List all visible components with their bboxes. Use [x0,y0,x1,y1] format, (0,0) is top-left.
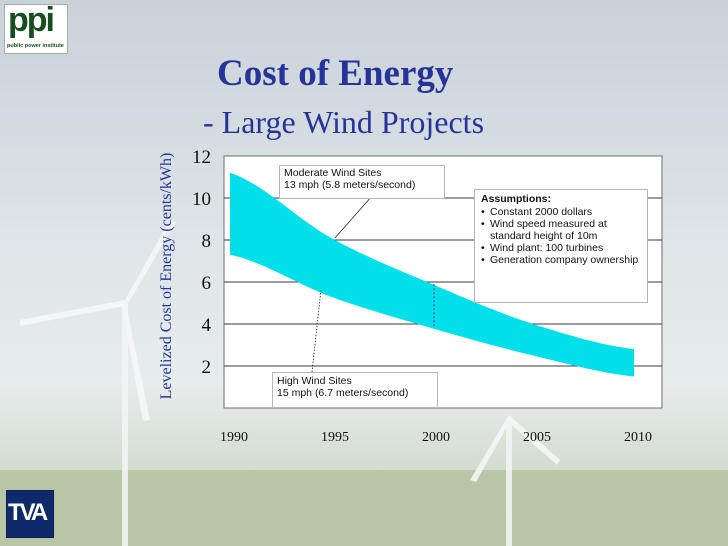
x-tick-label: 2005 [523,430,551,445]
x-tick-label: 2000 [422,430,450,445]
assumption-item: Wind plant: 100 turbines [481,242,641,254]
y-tick-label: 12 [192,147,211,168]
ppi-logo-mark: ppi [8,1,55,39]
turbine-left [20,220,176,546]
tva-logo: TVA [6,490,54,538]
y-tick-label: 8 [202,231,212,252]
y-tick-label: 10 [192,189,211,210]
assumption-item: Constant 2000 dollars [481,206,641,218]
high-sites-title: High Wind Sites [277,375,352,387]
slide-title: Cost of Energy [217,53,454,94]
x-tick-label: 1990 [220,430,248,445]
y-tick-label: 2 [202,357,212,378]
moderate-sites-note: Moderate Wind Sites 13 mph (5.8 meters/s… [279,165,445,199]
assumption-item: Generation company ownership [481,254,641,266]
assumption-item: Wind speed measured at standard height o… [481,218,641,242]
y-tick-label: 6 [202,273,212,294]
high-sites-note: High Wind Sites 15 mph (6.7 meters/secon… [272,372,438,408]
high-sites-speed: 15 mph (6.7 meters/second) [277,387,409,399]
moderate-leader-line [334,195,373,239]
turbine-right [470,415,560,546]
x-tick-label: 2010 [624,430,652,445]
slide-subtitle: - Large Wind Projects [203,104,485,140]
y-tick-label: 4 [202,315,212,336]
cost-range-band [230,172,634,377]
x-tick-label: 1995 [321,430,349,445]
ppi-logo-subtitle: public power institute [7,43,64,49]
assumptions-heading: Assumptions: [481,193,552,205]
tva-logo-mark: TVA [8,499,48,526]
moderate-sites-speed: 13 mph (5.8 meters/second) [284,179,416,191]
assumptions-list: Constant 2000 dollars Wind speed measure… [481,206,641,266]
assumptions-box: Assumptions: Constant 2000 dollars Wind … [474,189,648,303]
ground [0,470,728,546]
ppi-logo: ppi public power institute [4,1,68,54]
moderate-sites-title: Moderate Wind Sites [284,167,382,179]
